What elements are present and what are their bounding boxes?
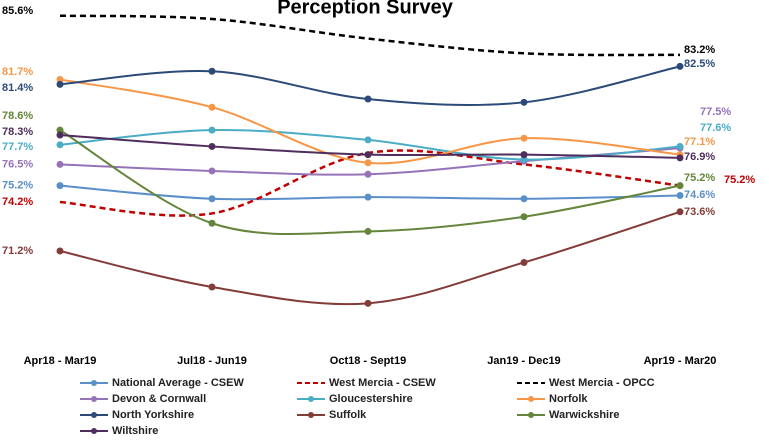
data-label: 76.9%	[684, 151, 715, 163]
legend-label: Wiltshire	[112, 425, 158, 437]
point	[56, 126, 64, 134]
point	[364, 299, 372, 307]
point	[208, 167, 216, 175]
point	[676, 62, 684, 70]
point	[56, 131, 64, 139]
x-tick-label: Apr18 - Mar19	[24, 355, 97, 367]
point	[364, 136, 372, 144]
point	[364, 95, 372, 103]
data-label: 77.6%	[700, 122, 731, 134]
legend-marker	[91, 396, 97, 402]
point	[520, 156, 528, 164]
data-label: 76.5%	[2, 158, 33, 170]
point	[676, 154, 684, 162]
x-tick-label: Jan19 - Dec19	[487, 355, 560, 367]
legend-marker	[528, 396, 534, 402]
point	[56, 141, 64, 149]
legend-marker	[91, 380, 97, 386]
point	[676, 142, 684, 150]
chart-title: Perception Survey	[277, 0, 454, 18]
point	[208, 126, 216, 134]
point	[364, 170, 372, 178]
legend-label: Gloucestershire	[329, 393, 413, 405]
point	[520, 151, 528, 159]
legend-label: North Yorkshire	[112, 409, 194, 421]
point	[208, 283, 216, 291]
x-tick-label: Apr19 - Mar20	[644, 355, 717, 367]
point	[56, 75, 64, 83]
point	[56, 80, 64, 88]
point	[364, 227, 372, 235]
data-label: 77.1%	[684, 136, 715, 148]
legend-marker	[91, 428, 97, 434]
point	[520, 134, 528, 142]
data-label: 78.3%	[2, 126, 33, 138]
data-label: 81.7%	[2, 66, 33, 78]
series-line	[59, 210, 681, 306]
data-label: 81.4%	[2, 82, 33, 94]
x-tick-label: Jul18 - Jun19	[177, 355, 247, 367]
series-line	[59, 78, 681, 165]
data-label: 77.7%	[2, 141, 33, 153]
data-label: 75.2%	[684, 172, 715, 184]
legend-label: Devon & Cornwall	[112, 393, 206, 405]
point	[208, 103, 216, 111]
point	[676, 191, 684, 199]
point	[676, 208, 684, 216]
data-label: 75.2%	[724, 174, 755, 186]
series-line	[59, 129, 681, 236]
x-tick-label: Oct18 - Sept19	[330, 355, 406, 367]
data-label: 83.2%	[684, 44, 715, 56]
point	[520, 98, 528, 106]
point	[520, 258, 528, 266]
data-label: 74.6%	[684, 189, 715, 201]
point	[520, 195, 528, 203]
point	[364, 193, 372, 201]
data-label: 85.6%	[2, 5, 33, 17]
data-label: 74.2%	[2, 196, 33, 208]
legend-label: West Mercia - OPCC	[549, 377, 655, 389]
legend-marker	[308, 412, 314, 418]
point	[676, 182, 684, 190]
data-label: 71.2%	[2, 245, 33, 257]
data-label: 82.5%	[684, 58, 715, 70]
legend-label: National Average - CSEW	[112, 377, 244, 389]
data-label: 78.6%	[2, 110, 33, 122]
point	[56, 182, 64, 190]
point	[208, 195, 216, 203]
point	[364, 159, 372, 167]
point	[364, 151, 372, 159]
point	[208, 142, 216, 150]
data-label: 75.2%	[2, 180, 33, 192]
legend-marker	[308, 396, 314, 402]
point	[208, 219, 216, 227]
point	[520, 213, 528, 221]
series-line	[59, 14, 681, 57]
data-label: 77.5%	[700, 106, 731, 118]
legend-marker	[91, 412, 97, 418]
legend-marker	[528, 412, 534, 418]
legend-label: Norfolk	[549, 393, 588, 405]
point	[208, 67, 216, 75]
legend-label: Suffolk	[329, 409, 367, 421]
data-label: 73.6%	[684, 206, 715, 218]
point	[56, 160, 64, 168]
legend-label: West Mercia - CSEW	[329, 377, 436, 389]
legend-label: Warwickshire	[549, 409, 620, 421]
point	[56, 247, 64, 255]
